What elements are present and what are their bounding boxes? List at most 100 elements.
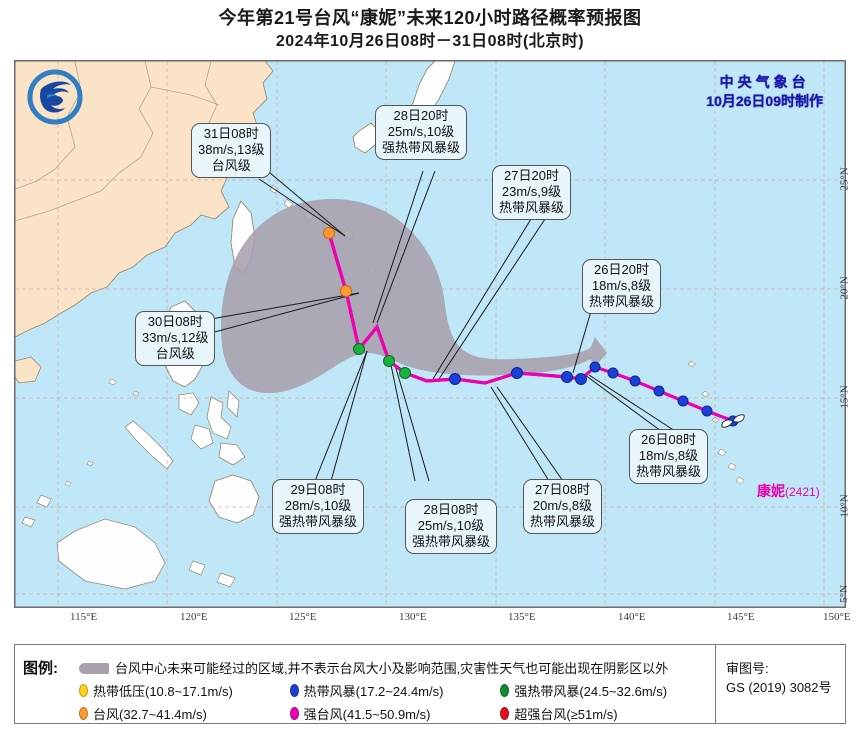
legend-shade-row: 台风中心未来可能经过的区域,并不表示台风大小及影响范围,灾害性天气也可能出现在阴…: [79, 658, 668, 677]
callout-29r08[interactable]: 29日08时 28m/s,10级 强热带风暴级: [272, 479, 365, 534]
callout-time: 27日20时: [504, 168, 559, 183]
lat-tick-25: 25°N: [838, 167, 851, 191]
typhoon-dot-icon: [79, 707, 88, 720]
cma-dragon-logo-icon: [27, 69, 83, 125]
severe-typhoon-dot-icon: [289, 707, 299, 720]
severe-tropical-storm-dot-icon: [500, 684, 510, 697]
lat-tick-5: 5°N: [837, 585, 850, 603]
landmass-hainan: [15, 356, 42, 384]
super-typhoon-dot-icon: [500, 707, 510, 720]
lon-tick-120: 120°E: [180, 611, 208, 623]
callout-level: 强热带风暴级: [279, 514, 358, 529]
callout-time: 30日08时: [147, 314, 203, 329]
legend-label: 热带风暴(17.2~24.4m/s): [303, 684, 444, 699]
legend-shade-note: 台风中心未来可能经过的区域,并不表示台风大小及影响范围,灾害性天气也可能出现在阴…: [115, 661, 669, 676]
callout-wind: 25m/s,10级: [417, 518, 485, 533]
province-border-lines: [15, 61, 220, 222]
lat-tick-15: 15°N: [838, 385, 851, 409]
legend-left-section: 图例: 台风中心未来可能经过的区域,并不表示台风大小及影响范围,灾害性天气也可能…: [15, 645, 715, 723]
callout-26r20[interactable]: 26日20时 18m/s,8级 热带风暴级: [582, 259, 662, 314]
callout-time: 29日08时: [290, 482, 346, 497]
callout-wind: 18m/s,8级: [591, 278, 652, 293]
point-28r20: [383, 355, 395, 367]
storm-code-text: (2421): [785, 485, 820, 499]
legend-item-tropical-depression: 热带低压(10.8~17.1m/s): [79, 681, 290, 700]
callout-wind: 23m/s,9级: [501, 184, 562, 199]
callout-leader-lines: [210, 166, 676, 482]
landmass-japan-kyushu: [352, 122, 380, 154]
landmass-mindanao: [208, 474, 260, 524]
legend-item-typhoon: 台风(32.7~41.4m/s): [79, 704, 290, 723]
legend-panel: 图例: 台风中心未来可能经过的区域,并不表示台风大小及影响范围,灾害性天气也可能…: [14, 644, 846, 724]
point-26r20: [561, 371, 573, 383]
callout-wind: 25m/s,10级: [387, 124, 455, 139]
landmass-visayas: [190, 390, 246, 466]
callout-wind: 33m/s,12级: [142, 330, 209, 345]
lon-tick-135: 135°E: [508, 611, 536, 623]
callout-wind: 28m/s,10级: [284, 498, 352, 513]
callout-31r08[interactable]: 31日08时 38m/s,13级 台风级: [191, 123, 272, 178]
typhoon-symbol-icon: [721, 414, 745, 428]
agency-name: 中央气象台: [719, 74, 810, 90]
storm-name-label: 康妮(2421): [757, 481, 820, 501]
lon-tick-125: 125°E: [289, 611, 317, 623]
approval-label: 审图号:: [726, 661, 769, 676]
callout-level: 热带风暴级: [530, 514, 596, 529]
forecast-probability-cone: [221, 198, 607, 394]
legend-label: 强台风(41.5~50.9m/s): [303, 707, 431, 722]
callout-wind: 38m/s,13级: [198, 142, 265, 157]
callout-level: 台风级: [155, 346, 195, 361]
title-main-line: 今年第21号台风“康妮”未来120小时路径概率预报图: [218, 8, 642, 28]
legend-label: 台风(32.7~41.4m/s): [93, 707, 207, 722]
callout-time: 26日08时: [641, 432, 696, 447]
callout-28r08[interactable]: 28日08时 25m/s,10级 强热带风暴级: [405, 499, 498, 554]
lon-tick-130: 130°E: [399, 611, 427, 623]
callout-time: 26日20时: [594, 262, 649, 277]
legend-label: 强热带风暴(24.5~32.6m/s): [514, 684, 668, 699]
callout-time: 27日08时: [535, 482, 590, 497]
point-31r08: [323, 227, 335, 239]
callout-time: 28日20时: [393, 108, 449, 123]
lat-tick-20: 20°N: [838, 276, 851, 300]
callout-wind: 20m/s,8级: [532, 498, 593, 513]
callout-27r20[interactable]: 27日20时 23m/s,9级 热带风暴级: [492, 165, 572, 220]
callout-level: 强热带风暴级: [412, 534, 491, 549]
callout-time: 28日08时: [423, 502, 479, 517]
lon-tick-140: 140°E: [618, 611, 646, 623]
point-28r08: [399, 367, 411, 379]
point-30r08: [340, 285, 352, 297]
agency-issue-time: 10月26日09时制作: [706, 93, 823, 109]
page-title: 今年第21号台风“康妮”未来120小时路径概率预报图 2024年10月26日08…: [0, 6, 860, 54]
lat-tick-10: 10°N: [838, 494, 851, 518]
lon-tick-150: 150°E: [823, 611, 851, 623]
legend-title: 图例:: [23, 660, 58, 677]
legend-label: 超强台风(≥51m/s): [514, 707, 618, 722]
legend-item-severe-typhoon: 强台风(41.5~50.9m/s): [289, 704, 501, 723]
map-canvas[interactable]: 中央气象台 10月26日09时制作 31日08时 38m/s,13级 台风级 3…: [14, 60, 846, 608]
legend-item-tropical-storm: 热带风暴(17.2~24.4m/s): [289, 681, 501, 700]
point-26r08: [575, 373, 587, 385]
callout-level: 强热带风暴级: [382, 140, 461, 155]
callout-level: 热带风暴级: [589, 294, 655, 309]
agency-stamp: 中央气象台 10月26日09时制作: [706, 73, 823, 111]
tropical-storm-dot-icon: [289, 684, 299, 697]
callout-level: 热带风暴级: [499, 200, 565, 215]
point-27r08: [511, 367, 523, 379]
legend-label: 热带低压(10.8~17.1m/s): [93, 684, 233, 699]
tropical-depression-dot-icon: [79, 684, 88, 697]
point-27r20: [449, 373, 461, 385]
legend-category-grid: 热带低压(10.8~17.1m/s) 热带风暴(17.2~24.4m/s) 强热…: [79, 681, 711, 723]
probability-shade-swatch: [79, 663, 109, 674]
callout-time: 31日08时: [203, 126, 259, 141]
title-sub-line: 2024年10月26日08时－31日08时(北京时): [275, 33, 585, 50]
lon-tick-115: 115°E: [70, 611, 98, 623]
callout-26r08[interactable]: 26日08时 18m/s,8级 热带风暴级: [629, 429, 709, 484]
callout-wind: 18m/s,8级: [638, 448, 699, 463]
callout-level: 热带风暴级: [636, 464, 702, 479]
callout-27r08[interactable]: 27日08时 20m/s,8级 热带风暴级: [523, 479, 603, 534]
callout-level: 台风级: [211, 158, 251, 173]
landmass-micronesia-dots: [687, 360, 745, 485]
approval-number: GS (2019) 3082号: [726, 680, 832, 695]
callout-28r20[interactable]: 28日20时 25m/s,10级 强热带风暴级: [375, 105, 468, 160]
callout-30r08[interactable]: 30日08时 33m/s,12级 台风级: [135, 311, 216, 366]
